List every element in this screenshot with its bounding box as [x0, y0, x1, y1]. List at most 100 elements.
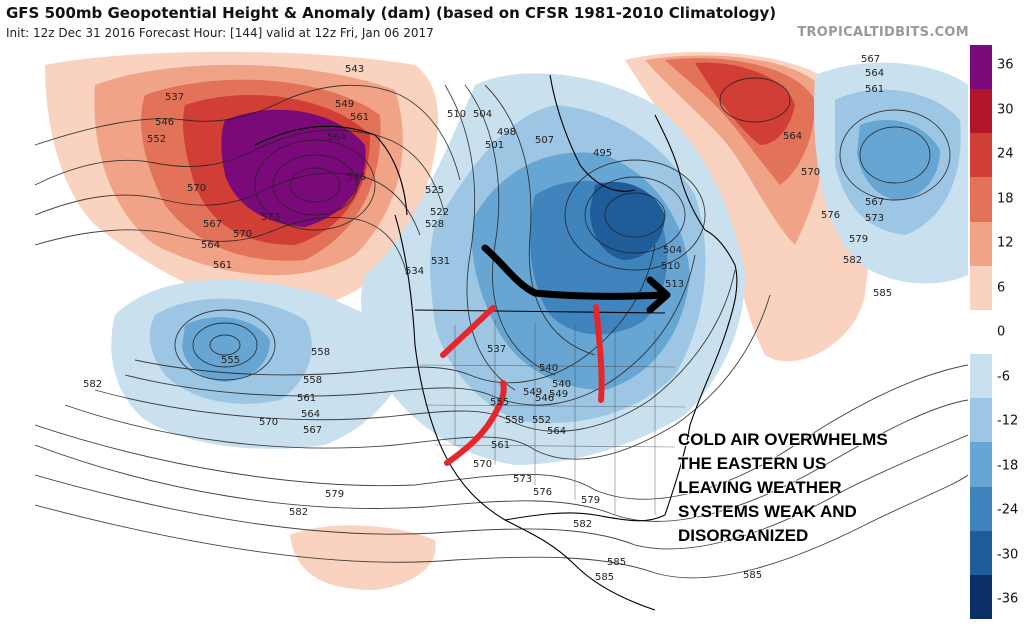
colorbar-segment — [970, 133, 992, 178]
contour-label: 567 — [861, 54, 880, 65]
contour-label: 570 — [473, 459, 492, 470]
contour-label: 570 — [187, 183, 206, 194]
credit-watermark: TROPICALTIDBITS.COM — [797, 25, 969, 40]
annotation-strokes — [440, 244, 671, 466]
colorbar-segment — [970, 265, 992, 311]
contour-label: 573 — [865, 213, 884, 224]
contour-label: 585 — [743, 570, 762, 581]
contour-label: 525 — [425, 185, 444, 196]
contour-label: 561 — [865, 84, 884, 95]
contour-label: 576 — [821, 210, 840, 221]
contour-label: 564 — [201, 240, 220, 251]
coastlines — [254, 74, 738, 611]
anomaly-ridge-atlantic-core — [695, 62, 795, 145]
contour-label: 573 — [261, 212, 280, 223]
contour-label: 573 — [513, 474, 532, 485]
map-panel: 537 546 552 570 567 564 561 570 573 546 549 543 561 5… — [35, 45, 968, 619]
contour-label: 582 — [843, 255, 862, 266]
contour-label: 546 — [155, 117, 174, 128]
contour-label-layer: 537 546 552 570 567 564 561 570 573 546 549 543 561 5… — [83, 54, 892, 583]
contour-label: 558 — [505, 415, 524, 426]
contour-label: 501 — [485, 140, 504, 151]
contour-label: 537 — [487, 344, 506, 355]
contour-label: 582 — [83, 379, 102, 390]
contour-label: 561 — [213, 260, 232, 271]
contour-label: 546 — [347, 172, 366, 183]
anomaly-trough-pacific-core — [182, 317, 270, 382]
contour-label: 549 — [549, 389, 568, 400]
annotation-text: COLD AIR OVERWHELMS THE EASTERN US LEAVI… — [678, 428, 938, 548]
contour-label: 567 — [203, 219, 222, 230]
annotation-line-5: DISORGANIZED — [678, 526, 809, 545]
anomaly-trough-main-core — [590, 181, 665, 260]
colorbar-segment — [970, 45, 992, 90]
chart-subtitle: Init: 12z Dec 31 2016 Forecast Hour: [14… — [6, 26, 434, 40]
contour-label: 570 — [801, 167, 820, 178]
contour-label: 507 — [535, 135, 554, 146]
contour-label: 543 — [345, 64, 364, 75]
map-svg: 537 546 552 570 567 564 561 570 573 546 549 543 561 5… — [35, 51, 968, 611]
colorbar-label: 6 — [997, 280, 1006, 295]
colorbar-segment — [970, 442, 992, 488]
annotation-line-2: THE EASTERN US — [678, 454, 827, 473]
contour-label: 531 — [431, 256, 450, 267]
black-arrowhead — [646, 276, 671, 314]
contour-label: 555 — [221, 355, 240, 366]
contour-label: 549 — [523, 387, 542, 398]
contour-label: 567 — [865, 197, 884, 208]
contour-label: 555 — [490, 397, 509, 408]
contour-label: 528 — [425, 219, 444, 230]
contour-label: 549 — [335, 99, 354, 110]
contour-label: 579 — [581, 495, 600, 506]
height-contours — [35, 77, 968, 579]
red-boundary-eastern — [593, 304, 605, 403]
contour-label: 552 — [532, 415, 551, 426]
contour-label: 510 — [661, 261, 680, 272]
colorbar-label: -24 — [997, 502, 1019, 518]
contour-label: 495 — [593, 148, 612, 159]
colorbar-segment — [970, 177, 992, 223]
colorbar-label: 12 — [997, 235, 1014, 251]
colorbar-segment — [970, 530, 992, 576]
colorbar-label: -6 — [997, 369, 1010, 384]
contour-label: 537 — [165, 92, 184, 103]
contour-label: 564 — [327, 132, 346, 143]
contour-label: 534 — [405, 266, 424, 277]
colorbar-label: 36 — [997, 57, 1014, 73]
contour-label: 558 — [311, 347, 330, 358]
contour-label: 585 — [607, 557, 626, 568]
red-boundary-southern — [444, 380, 507, 466]
anomaly-gulf-patch — [290, 525, 436, 590]
contour-label: 564 — [547, 426, 566, 437]
contour-label: 585 — [873, 288, 892, 299]
red-boundary-northern — [440, 305, 496, 358]
contour-label: 576 — [533, 487, 552, 498]
black-arrow-jet — [481, 244, 667, 300]
contour-label: 570 — [233, 229, 252, 240]
colorbar-label: 18 — [997, 191, 1014, 206]
colorbar-segment — [970, 486, 992, 532]
colorbar-segment — [970, 89, 992, 134]
positive-anomaly-layer — [45, 51, 869, 590]
colorbar-label: -30 — [997, 547, 1019, 562]
anomaly-colorbar — [970, 45, 992, 620]
colorbar-label: -12 — [997, 413, 1019, 429]
chart-title: GFS 500mb Geopotential Height & Anomaly … — [6, 4, 777, 22]
colorbar-segment — [970, 398, 992, 443]
colorbar-segment — [970, 354, 992, 399]
annotation-line-3: LEAVING WEATHER — [678, 478, 842, 497]
contour-label: 540 — [539, 363, 558, 374]
contour-label: 582 — [289, 507, 308, 518]
colorbar-segment — [970, 221, 992, 267]
contour-label: 510 — [447, 109, 466, 120]
contour-label: 564 — [783, 131, 802, 142]
contour-label: 504 — [663, 245, 682, 256]
contour-label: 570 — [259, 417, 278, 428]
contour-label: 582 — [573, 519, 592, 530]
contour-label: 552 — [147, 134, 166, 145]
contour-label: 513 — [665, 279, 684, 290]
contour-label: 579 — [325, 489, 344, 500]
contour-label: 540 — [552, 379, 571, 390]
contour-label: 585 — [595, 572, 614, 583]
contour-label: 564 — [865, 68, 884, 79]
